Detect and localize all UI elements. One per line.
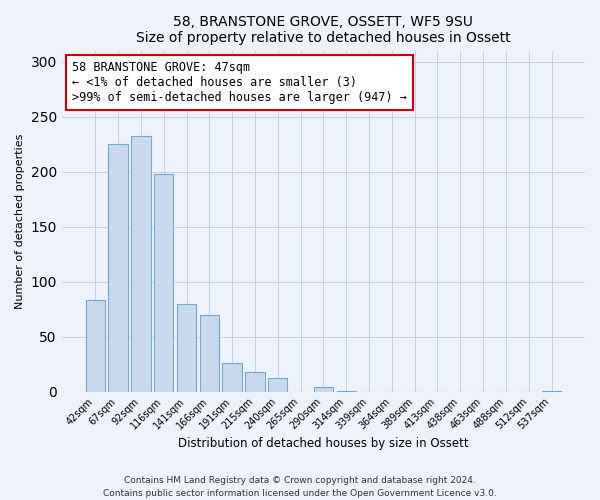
Bar xyxy=(314,388,333,392)
Bar xyxy=(154,174,173,392)
Text: 58 BRANSTONE GROVE: 47sqm
← <1% of detached houses are smaller (3)
>99% of semi-: 58 BRANSTONE GROVE: 47sqm ← <1% of detac… xyxy=(72,61,407,104)
Bar xyxy=(245,372,265,392)
Bar xyxy=(177,304,196,392)
Bar xyxy=(200,314,219,392)
Bar xyxy=(86,300,105,392)
Y-axis label: Number of detached properties: Number of detached properties xyxy=(15,134,25,309)
Text: Contains HM Land Registry data © Crown copyright and database right 2024.
Contai: Contains HM Land Registry data © Crown c… xyxy=(103,476,497,498)
X-axis label: Distribution of detached houses by size in Ossett: Distribution of detached houses by size … xyxy=(178,437,469,450)
Bar xyxy=(542,390,561,392)
Title: 58, BRANSTONE GROVE, OSSETT, WF5 9SU
Size of property relative to detached house: 58, BRANSTONE GROVE, OSSETT, WF5 9SU Siz… xyxy=(136,15,511,45)
Bar xyxy=(131,136,151,392)
Bar xyxy=(223,363,242,392)
Bar xyxy=(109,144,128,392)
Bar xyxy=(337,390,356,392)
Bar xyxy=(268,378,287,392)
